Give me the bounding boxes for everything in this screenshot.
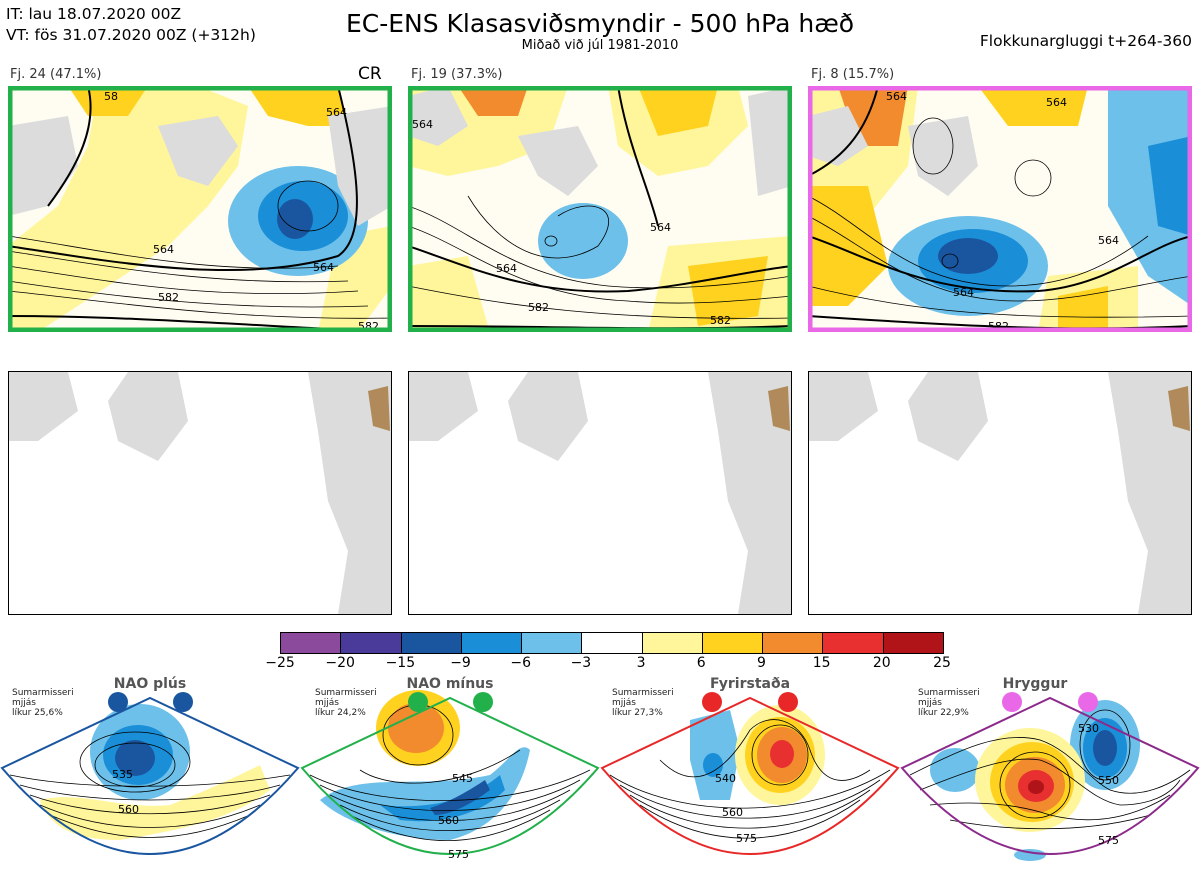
classification-window: Flokkunargluggi t+264-360 — [979, 32, 1192, 50]
contour-label: 564 — [1046, 96, 1067, 109]
basemap-2 — [408, 371, 792, 615]
regime-note-nao-plus: Sumarmisseri mjjás líkur 25,6% — [12, 688, 74, 718]
regime-title-blocking: Fyrirstaða — [709, 676, 791, 692]
regime-note-ridge: Sumarmisseri mjjás líkur 22,9% — [918, 688, 980, 718]
colorbar-swatch — [281, 633, 341, 653]
contour-label: 560 — [722, 806, 743, 819]
colorbar-swatch — [822, 633, 883, 653]
colorbar — [280, 632, 944, 654]
contour-label: 540 — [715, 772, 736, 785]
colorbar-tick-label: 9 — [756, 655, 766, 671]
contour-label: 535 — [112, 768, 133, 781]
contour-label: 582 — [528, 301, 549, 314]
colorbar-tick-label: −25 — [265, 655, 295, 671]
colorbar-tick-label: −20 — [325, 655, 355, 671]
panel-2-border — [408, 86, 792, 332]
regime-marker — [702, 692, 722, 712]
contour-label: 564 — [650, 221, 671, 234]
regime-nao-minus: 545 560 575 — [300, 690, 600, 861]
regime-marker — [1078, 692, 1098, 712]
contour-label: 564 — [153, 243, 174, 256]
page-subtitle: Miðað við júl 1981-2010 — [521, 38, 679, 53]
contour-label: 582 — [158, 291, 179, 304]
panel-3-border — [808, 86, 1192, 332]
contour-label: 582 — [710, 314, 731, 327]
contour-label: 564 — [412, 118, 433, 131]
contour-label: 560 — [118, 803, 139, 816]
colorbar-tick-label: −3 — [570, 655, 592, 671]
colorbar-tick-label: 3 — [636, 655, 646, 671]
contour-label: 564 — [1098, 234, 1119, 247]
contour-label: 58 — [104, 90, 118, 103]
regime-blocking: 540 560 575 — [600, 692, 900, 855]
regime-marker — [108, 692, 128, 712]
header-info: IT: lau 18.07.2020 00Z VT: fös 31.07.202… — [6, 4, 256, 46]
cluster-map-3: 564 564 564 582 564 — [808, 86, 1192, 332]
colorbar-tick-label: 6 — [696, 655, 706, 671]
cluster-map-1: 564 564 582 58 564 582 — [8, 86, 392, 332]
contour-label: 575 — [1098, 834, 1119, 847]
panel-3-label: Fj. 8 (15.7%) — [811, 67, 895, 82]
colorbar-tick-label: −6 — [510, 655, 532, 671]
colorbar-ticks: −25 −20 −15 −9 −6 −3 3 6 9 15 20 25 — [260, 655, 962, 675]
colorbar-tick-label: 25 — [933, 655, 951, 671]
basemap-3 — [808, 371, 1192, 615]
regime-title-nao-minus: NAO mínus — [406, 676, 494, 692]
colorbar-tick-label: 15 — [812, 655, 831, 671]
contour-label: 530 — [1078, 722, 1099, 735]
contour-label: 564 — [496, 262, 517, 275]
colorbar-tick-label: −15 — [385, 655, 416, 671]
panel-1-tag: CR — [358, 64, 382, 84]
contour-label: 560 — [438, 814, 459, 827]
basemap-1 — [8, 371, 392, 615]
regime-note-blocking: Sumarmisseri mjjás líkur 27,3% — [612, 688, 674, 718]
regime-marker — [408, 692, 428, 712]
regime-nao-plus: 535 560 — [0, 692, 300, 855]
regime-marker — [1002, 692, 1022, 712]
contour-label: 564 — [313, 261, 334, 274]
regime-title-ridge: Hryggur — [1002, 676, 1068, 692]
colorbar-tick-label: −9 — [450, 655, 471, 671]
contour-label: 550 — [1098, 774, 1119, 787]
initial-time: IT: lau 18.07.2020 00Z — [6, 5, 182, 23]
cluster-map-2: 564 564 582 582 564 — [408, 86, 792, 332]
page-title: EC-ENS Klasasviðsmyndir - 500 hPa hæð — [345, 9, 855, 38]
panel-1-label: Fj. 24 (47.1%) — [10, 67, 102, 82]
contour-label: 564 — [326, 106, 347, 119]
colorbar-swatch — [400, 633, 461, 653]
valid-time: VT: fös 31.07.2020 00Z (+312h) — [6, 26, 256, 44]
contour-label: 564 — [953, 286, 974, 299]
panel-1-border — [8, 86, 392, 332]
contour-label: 564 — [886, 90, 907, 103]
regime-title-nao-plus: NAO plús — [113, 676, 187, 692]
colorbar-swatch — [762, 633, 823, 653]
colorbar-swatch — [521, 633, 582, 653]
colorbar-swatch — [460, 633, 522, 653]
regime-marker — [778, 692, 798, 712]
colorbar-swatch — [701, 633, 763, 653]
regime-marker — [473, 692, 493, 712]
contour-label: 575 — [736, 832, 757, 845]
colorbar-tick-label: 20 — [872, 655, 891, 671]
contour-label: 575 — [448, 848, 469, 861]
colorbar-swatch — [641, 633, 702, 653]
colorbar-swatch — [882, 633, 943, 653]
colorbar-swatch — [581, 633, 642, 653]
regime-marker — [173, 692, 193, 712]
contour-label: 545 — [452, 772, 473, 785]
colorbar-swatch — [340, 633, 401, 653]
regime-note-nao-minus: Sumarmisseri mjjás líkur 24,2% — [315, 688, 377, 718]
regime-ridge: 530 550 575 — [900, 692, 1200, 861]
panel-2-label: Fj. 19 (37.3%) — [411, 67, 503, 82]
